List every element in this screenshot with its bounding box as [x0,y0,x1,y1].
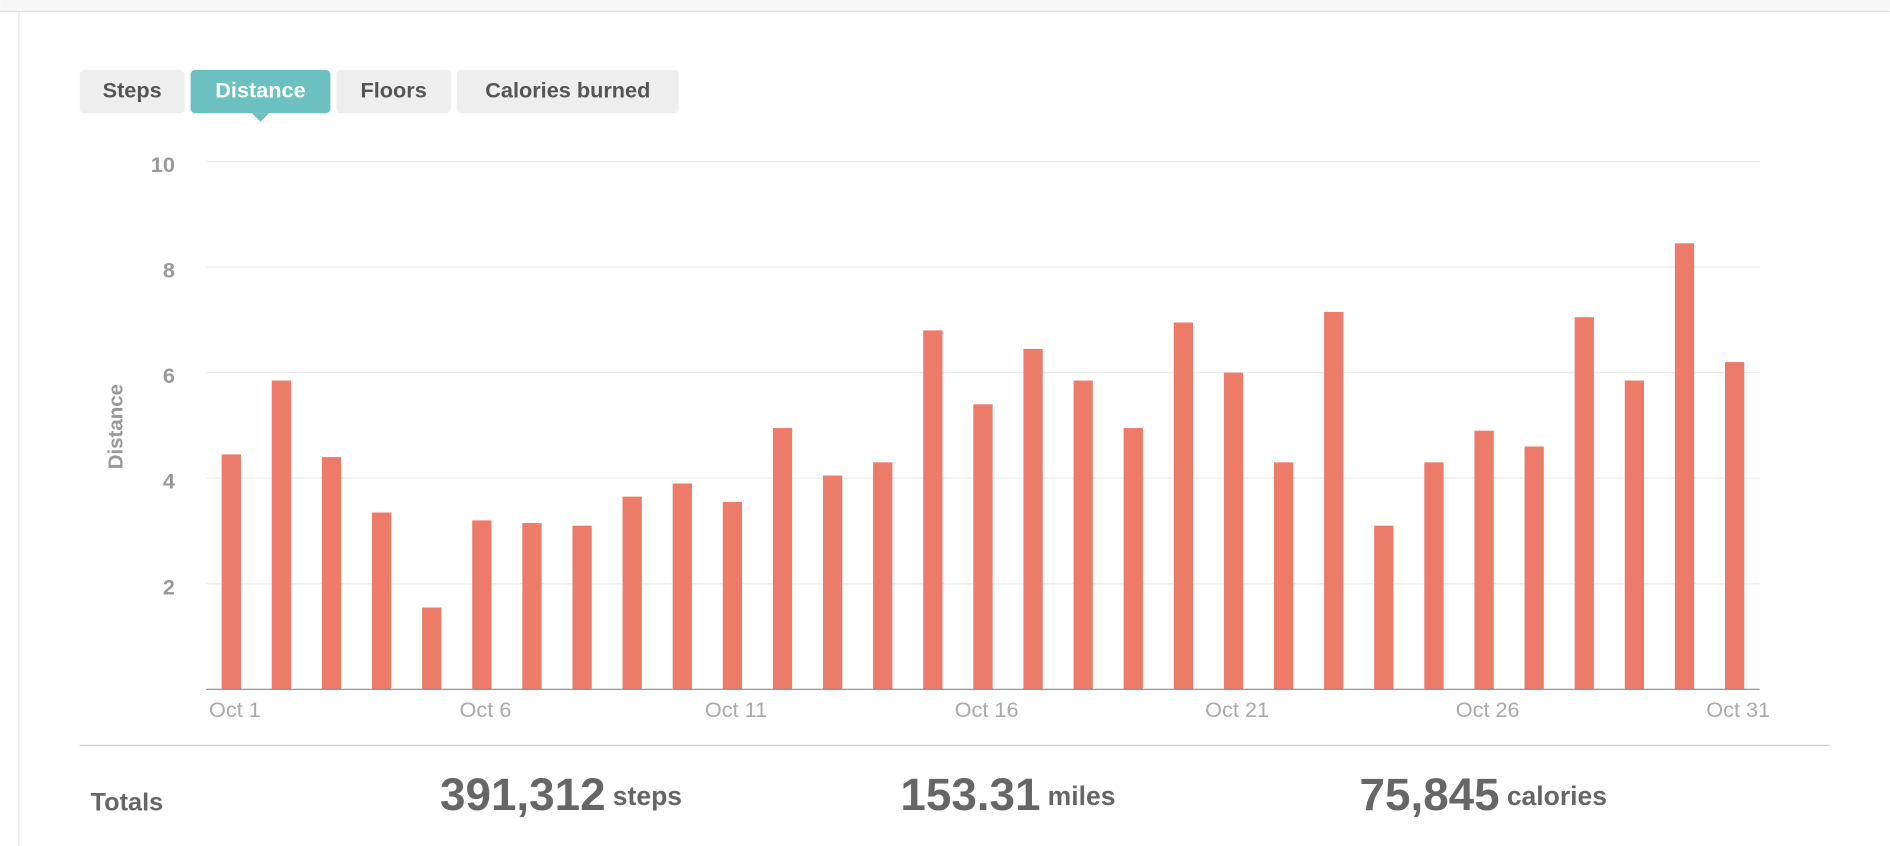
total-unit: miles [1048,781,1116,811]
bar [1223,372,1244,690]
y-tick-label: 10 [151,152,175,177]
bar [1173,322,1194,690]
total-value: 75,845 [1360,769,1500,820]
plot: 2 4 6 8 10 Oct 1 Oct 6 Oct 11 Oct 16 Oct 21 Oct 26… [151,152,1770,722]
bar [572,525,592,690]
total: 391,312 steps [440,769,682,820]
total-unit: steps [613,781,682,811]
x-tick-label: Oct 16 [955,697,1019,722]
total-value: 153.31 [900,769,1040,820]
bar [1624,380,1645,690]
tab[interactable]: Steps [79,69,185,114]
bar [372,512,392,690]
x-tick-label: Oct 1 [209,697,261,722]
bar [1374,525,1394,690]
total-value: 391,312 [440,769,606,820]
bar [271,380,292,690]
bar [1424,462,1444,690]
bar [1724,362,1745,690]
bar [973,404,993,690]
tab-label: Calories burned [485,77,650,102]
bar [772,428,793,690]
bar [1273,462,1294,690]
y-tick-label: 2 [163,574,175,599]
top-bar [0,0,1890,11]
tab[interactable]: Floors [336,69,451,114]
x-tick-label: Oct 21 [1205,697,1269,722]
bar [822,475,843,690]
bar [422,607,442,690]
x-tick-label: Oct 11 [705,697,767,722]
bar [1324,311,1344,690]
bar [873,462,893,690]
tab-label: Steps [103,77,162,102]
bar [622,496,642,690]
total-unit: calories [1507,781,1607,811]
bar [472,520,492,690]
bar [923,330,943,690]
total: 153.31 miles [900,769,1115,820]
x-tick-label: Oct 26 [1456,697,1520,722]
y-tick-label: 4 [163,469,175,494]
tab-label: Distance [215,77,305,102]
total: 75,845 calories [1360,769,1607,820]
tab[interactable]: Calories burned [456,69,679,114]
tab-active[interactable]: Distance [190,69,331,122]
bar [321,457,342,690]
x-tick-label: Oct 6 [460,697,512,722]
y-axis-label: Distance [104,384,127,469]
bar [1023,348,1043,690]
bar [1123,428,1143,690]
tab-label: Floors [361,77,427,102]
bar [1073,380,1093,690]
bar [672,483,692,690]
x-tick-label: Oct 31 [1706,697,1770,722]
y-tick-label: 6 [163,363,175,388]
bar [1524,446,1544,690]
totals-label: Totals [91,789,164,817]
bar [1474,430,1494,690]
bar [1674,243,1695,690]
bar [722,501,743,690]
bar [1574,317,1594,690]
bar [522,523,542,690]
y-tick-label: 8 [163,258,175,283]
bar [221,454,241,690]
